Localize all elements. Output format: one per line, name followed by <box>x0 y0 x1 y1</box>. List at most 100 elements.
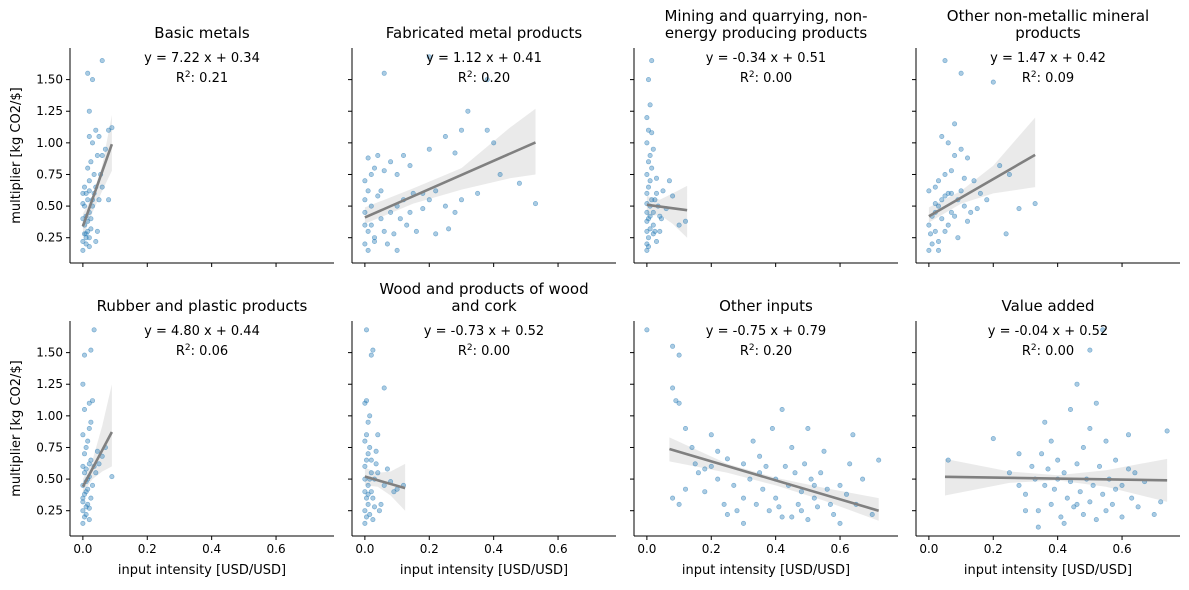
data-point <box>876 457 882 463</box>
data-point <box>1048 438 1054 444</box>
data-point <box>945 457 951 463</box>
data-point <box>1132 470 1138 476</box>
data-point <box>426 54 432 60</box>
data-point <box>645 184 651 190</box>
data-point <box>80 520 86 526</box>
data-point <box>974 206 980 212</box>
data-point <box>394 486 400 492</box>
y-tick-label: 0.75 <box>36 440 63 454</box>
data-point <box>516 180 522 186</box>
data-point <box>644 218 650 224</box>
data-point <box>1087 499 1093 505</box>
data-point <box>935 203 941 209</box>
data-point <box>367 444 373 450</box>
data-point <box>365 419 371 425</box>
data-point <box>85 438 91 444</box>
data-point <box>952 213 958 219</box>
r-squared-value: : 0.09 <box>1037 71 1074 86</box>
data-point <box>955 235 961 241</box>
data-point <box>850 432 856 438</box>
data-point <box>695 470 701 476</box>
data-point <box>86 188 92 194</box>
data-point <box>82 491 88 497</box>
x-tick-label: 0.6 <box>1113 542 1132 556</box>
x-axis-label: input intensity [USD/USD] <box>964 563 1132 578</box>
data-point <box>644 209 650 215</box>
r-squared: R2: 0.09 <box>1022 70 1074 86</box>
data-point <box>407 163 413 169</box>
data-point <box>85 228 91 234</box>
r-squared-value: : 0.06 <box>191 344 228 359</box>
data-point <box>363 457 369 463</box>
data-point <box>649 58 655 64</box>
y-tick-label: 0.50 <box>36 199 63 213</box>
data-point <box>367 511 373 517</box>
data-point <box>645 127 651 133</box>
data-point <box>1045 466 1051 472</box>
r-squared: R2: 0.00 <box>458 343 510 359</box>
data-point <box>433 188 439 194</box>
data-point <box>88 226 94 232</box>
data-point <box>932 184 938 190</box>
data-point <box>86 134 92 140</box>
data-point <box>1016 206 1022 212</box>
data-point <box>362 209 368 215</box>
data-point <box>734 508 740 514</box>
r-squared: R2: 0.20 <box>740 343 792 359</box>
data-point <box>375 193 381 199</box>
data-point <box>653 190 659 196</box>
regression-equation: y = -0.73 x + 0.52 <box>424 324 544 339</box>
data-point <box>1119 482 1125 488</box>
panel-1: Basic metals y = 7.22 x + 0.34 R2: 0.21 0.2… <box>9 24 334 267</box>
data-point <box>1151 511 1157 517</box>
data-point <box>958 188 964 194</box>
data-point <box>847 461 853 467</box>
data-point <box>1087 425 1093 431</box>
data-point <box>384 466 390 472</box>
data-point <box>1061 470 1067 476</box>
data-point <box>371 239 377 245</box>
data-point <box>1064 495 1070 501</box>
r-squared-symbol: R <box>1022 344 1031 359</box>
data-point <box>805 425 811 431</box>
data-point <box>724 456 730 462</box>
data-point <box>670 193 676 199</box>
data-point <box>109 474 115 480</box>
data-point <box>750 438 756 444</box>
data-point <box>776 504 782 510</box>
data-point <box>773 495 779 501</box>
data-point <box>1113 457 1119 463</box>
data-point <box>692 461 698 467</box>
r-squared: R2: 0.00 <box>1022 343 1074 359</box>
data-point <box>93 470 99 476</box>
data-point <box>670 385 676 391</box>
data-point <box>647 102 653 108</box>
data-point <box>91 327 97 333</box>
data-point <box>837 482 843 488</box>
data-point <box>378 188 384 194</box>
data-point <box>86 108 92 114</box>
data-point <box>413 228 419 234</box>
data-point <box>715 476 721 482</box>
data-point <box>497 172 503 178</box>
data-point <box>747 476 753 482</box>
panel-title: Value added <box>1002 297 1095 315</box>
data-point <box>91 172 97 178</box>
panel-title: Rubber and plastic products <box>97 297 308 315</box>
data-point <box>442 203 448 209</box>
data-point <box>942 193 948 199</box>
data-point <box>106 197 112 203</box>
y-tick-label: 1.25 <box>36 377 63 391</box>
data-point <box>660 188 666 194</box>
data-point <box>375 470 381 476</box>
data-point <box>368 352 374 358</box>
data-point <box>860 476 866 482</box>
r-squared-value: : 0.20 <box>473 71 510 86</box>
x-tick-label: 0.2 <box>984 542 1003 556</box>
data-point <box>932 201 938 207</box>
data-point <box>371 165 377 171</box>
data-point <box>93 127 99 133</box>
data-point <box>90 140 96 146</box>
data-point <box>80 239 86 245</box>
data-point <box>426 197 432 203</box>
